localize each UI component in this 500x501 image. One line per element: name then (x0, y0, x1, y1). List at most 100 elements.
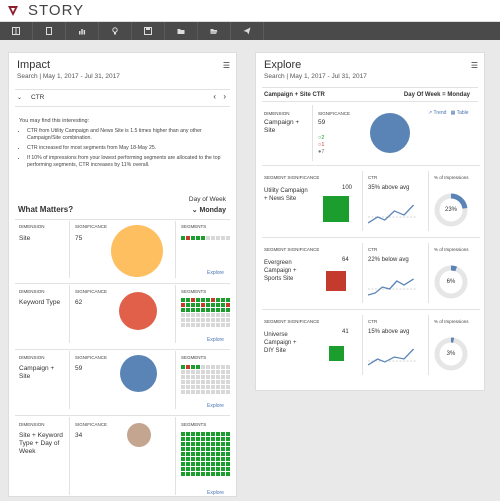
down-count: 1 (321, 142, 325, 148)
segment-cell (201, 313, 205, 317)
segment-cell (206, 303, 210, 307)
explore-link[interactable]: Explore (207, 270, 224, 276)
segment-cell (191, 298, 195, 302)
divider (175, 285, 176, 343)
lightbulb-icon[interactable] (99, 22, 132, 40)
segment-cell (206, 370, 210, 374)
trend-icon: ↗ (428, 110, 434, 116)
segment-cell (201, 303, 205, 307)
save-icon[interactable] (132, 22, 165, 40)
segment-cell (221, 370, 225, 374)
segment-cell (186, 437, 190, 441)
segment-cell (221, 298, 225, 302)
segment-cell (216, 390, 220, 394)
segment-cell (181, 323, 185, 327)
neutral-circle-icon: ● (318, 149, 322, 155)
segment-cell (206, 442, 210, 446)
segment-cell (186, 380, 190, 384)
segment-row[interactable]: SEGMENT SIGNIFICANCE CTR % of Impression… (256, 309, 486, 379)
explore-link[interactable]: Explore (207, 403, 224, 409)
segment-cell (186, 375, 190, 379)
segment-cell (186, 318, 190, 322)
explore-menu-icon[interactable]: ☰ (470, 61, 478, 70)
segment-cell (221, 313, 225, 317)
trend-toggle[interactable]: ↗ Trend (428, 110, 446, 116)
segment-cell (206, 447, 210, 451)
ctr-header: CTR (368, 319, 378, 324)
segment-cell (191, 457, 195, 461)
impact-subtitle: Search | May 1, 2017 - Jul 31, 2017 (17, 73, 120, 80)
segment-cell (211, 370, 215, 374)
chevron-down-icon: ⌄ (191, 207, 200, 214)
explore-link[interactable]: Explore (207, 337, 224, 343)
segment-cell (216, 298, 220, 302)
segment-cell (191, 442, 195, 446)
divider (69, 351, 70, 409)
document-icon[interactable] (33, 22, 66, 40)
segment-cell (211, 390, 215, 394)
chevron-right-icon[interactable]: › (223, 92, 226, 101)
impressions-value: 3% (446, 351, 456, 357)
folder-icon[interactable] (165, 22, 198, 40)
significance-header: SIGNIFICANCE (75, 355, 108, 360)
impact-menu-icon[interactable]: ☰ (222, 61, 230, 70)
segment-cell (181, 452, 185, 456)
segment-cell (226, 365, 230, 369)
explore-subtitle: Search | May 1, 2017 - Jul 31, 2017 (264, 73, 367, 80)
segment-cell (216, 303, 220, 307)
chevron-left-icon[interactable]: ‹ (213, 92, 216, 101)
segment-cell (201, 452, 205, 456)
dashboard-icon[interactable] (0, 22, 33, 40)
divider (15, 106, 230, 107)
segment-cell (221, 323, 225, 327)
divider (428, 243, 429, 303)
segment-cell (211, 457, 215, 461)
day-of-week-value: Monday (199, 207, 226, 214)
segment-cell (181, 390, 185, 394)
significance-bubble (127, 423, 151, 447)
segment-cell (201, 390, 205, 394)
segment-cell (181, 432, 185, 436)
segment-cell (196, 385, 200, 389)
divider (15, 349, 230, 350)
segment-cell (181, 462, 185, 466)
metric-selector[interactable]: CTR (31, 94, 45, 101)
explore-day-filter[interactable]: Day Of Week = Monday (403, 92, 470, 98)
send-icon[interactable] (231, 22, 264, 40)
divider (262, 309, 480, 310)
chevron-down-icon[interactable]: ⌄ (17, 95, 23, 101)
significance-bubble (120, 355, 157, 392)
segment-cell (211, 447, 215, 451)
significance-square (328, 345, 344, 361)
segment-cell (186, 313, 190, 317)
chart-icon[interactable] (66, 22, 99, 40)
segment-cell (221, 375, 225, 379)
segment-cell (181, 385, 185, 389)
explore-link[interactable]: Explore (207, 490, 224, 496)
segment-cell (216, 447, 220, 451)
divider (312, 105, 313, 161)
segment-cell (206, 452, 210, 456)
segment-cell (216, 385, 220, 389)
table-toggle[interactable]: ▦ Table (451, 110, 469, 116)
segment-row[interactable]: SEGMENT SIGNIFICANCE CTR % of Impression… (256, 165, 486, 235)
divider (175, 351, 176, 409)
day-of-week-selector[interactable]: ⌄ Monday (192, 206, 226, 214)
segment-cell (206, 323, 210, 327)
segment-cell (211, 442, 215, 446)
folder-open-icon[interactable] (198, 22, 231, 40)
dimension-value: Campaign + Site (19, 365, 55, 380)
divider (362, 171, 363, 231)
segment-cell (206, 313, 210, 317)
segment-row[interactable]: SEGMENT SIGNIFICANCE CTR % of Impression… (256, 237, 486, 307)
divider (15, 89, 230, 90)
segment-cell (201, 298, 205, 302)
segment-cell (196, 323, 200, 327)
segment-cell (206, 365, 210, 369)
ctr-sparkline (368, 278, 416, 296)
dimension-header: DIMENSION (19, 289, 45, 294)
dimension-header: DIMENSION (19, 355, 45, 360)
segment-cell (216, 375, 220, 379)
segment-counts: ○2 ○1 ●7 (318, 135, 324, 156)
segment-cell (186, 298, 190, 302)
